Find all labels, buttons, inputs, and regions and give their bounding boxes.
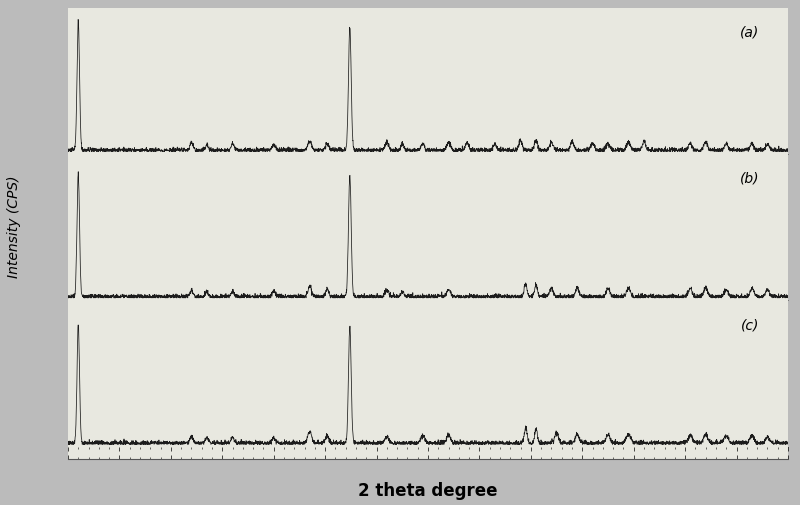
Text: (a): (a) — [740, 25, 759, 39]
Text: (b): (b) — [740, 172, 759, 186]
Text: (c): (c) — [741, 318, 759, 332]
Text: 2 theta degree: 2 theta degree — [358, 482, 498, 500]
Text: Intensity (CPS): Intensity (CPS) — [7, 176, 22, 278]
